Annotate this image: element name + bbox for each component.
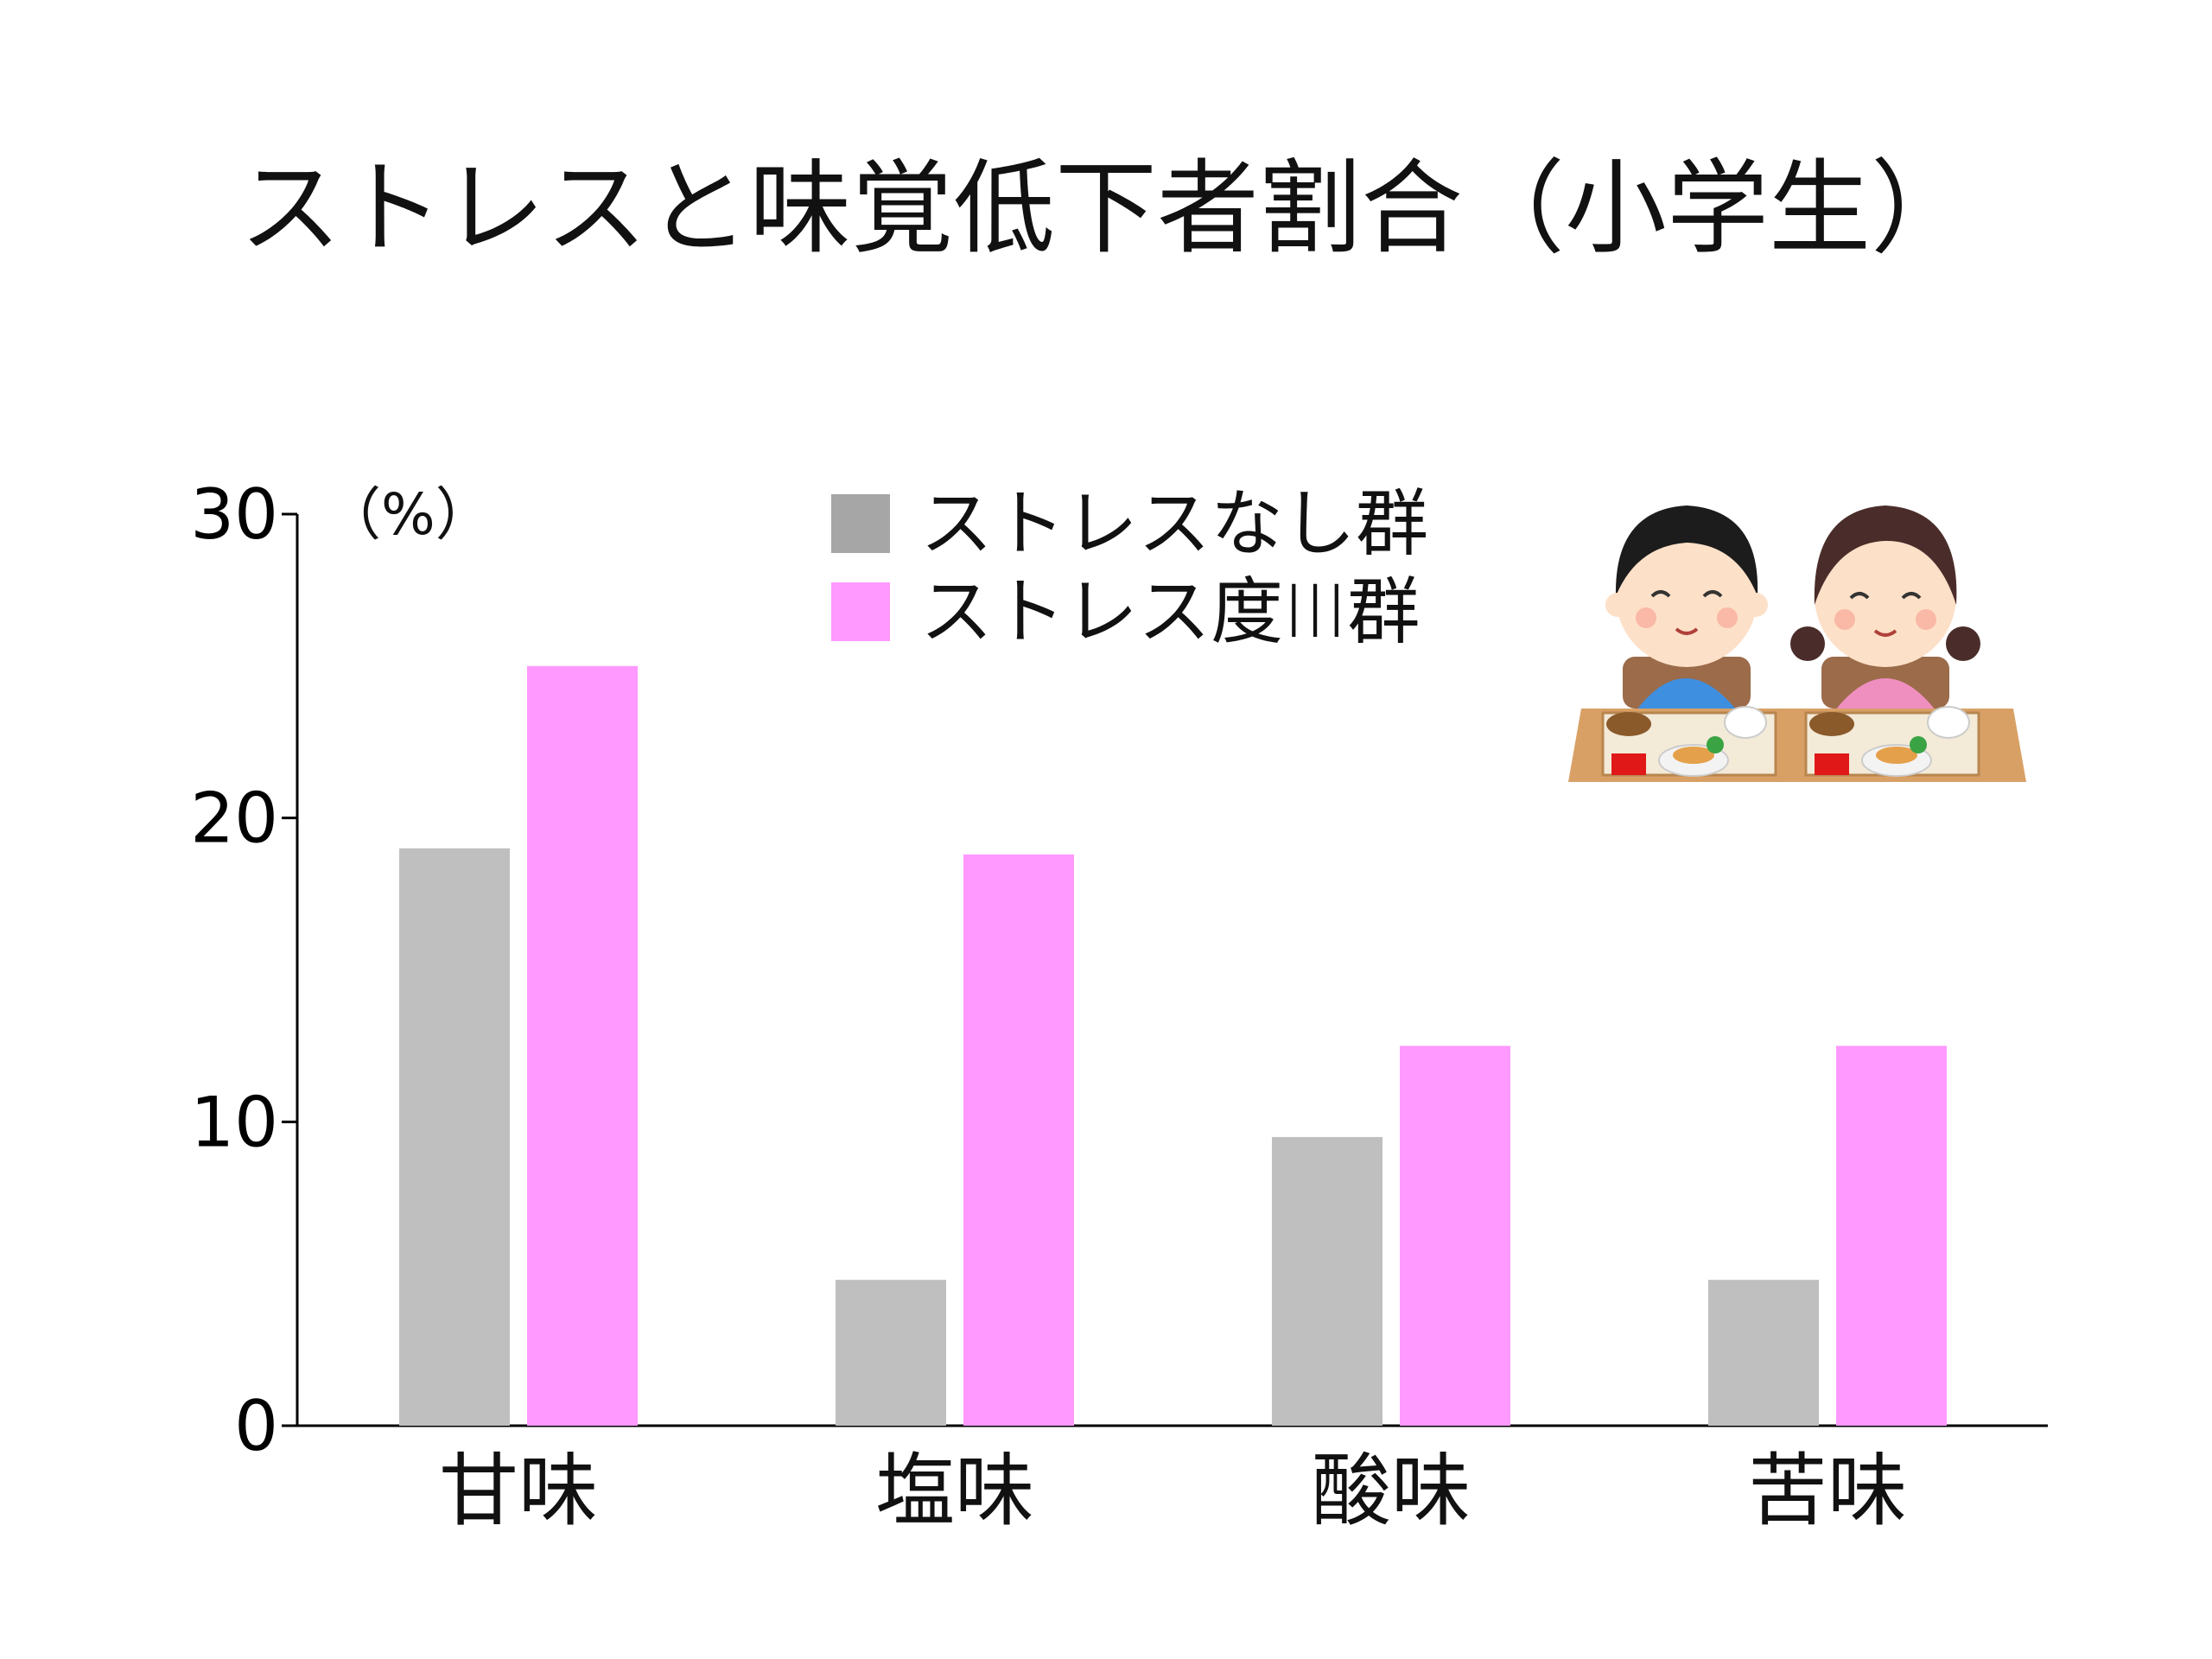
y-tick-label: 30 bbox=[190, 474, 278, 555]
legend: ストレスなし群 ストレス度III群 bbox=[831, 481, 1428, 654]
bar-no-stress-1 bbox=[399, 848, 510, 1426]
legend-label-no-stress: ストレスなし群 bbox=[920, 481, 1428, 566]
y-tick-label: 20 bbox=[190, 779, 278, 859]
y-axis-ticks: 0 10 20 30 bbox=[190, 474, 297, 1466]
x-category-label: 酸味 bbox=[1312, 1445, 1471, 1537]
legend-label-stress-3: ストレス度III群 bbox=[920, 569, 1420, 654]
y-tick-label: 10 bbox=[190, 1082, 278, 1162]
boy-icon bbox=[1605, 505, 1768, 778]
bar-no-stress-3 bbox=[1272, 1136, 1382, 1426]
x-category-label: 苦味 bbox=[1748, 1445, 1907, 1537]
legend-swatch-stress-3 bbox=[831, 582, 890, 641]
children-eating-school-lunch-icon bbox=[1568, 505, 2026, 782]
bar-stress-3-1 bbox=[527, 665, 638, 1426]
y-tick-label: 0 bbox=[234, 1386, 278, 1466]
bar-no-stress-4 bbox=[1708, 1280, 1819, 1426]
x-axis-labels: 甘味 塩味 酸味 苦味 bbox=[439, 1445, 1907, 1537]
x-category-label: 甘味 bbox=[439, 1445, 598, 1537]
bar-stress-3-4 bbox=[1836, 1046, 1947, 1426]
bar-stress-3-2 bbox=[963, 854, 1074, 1426]
bars bbox=[399, 665, 1947, 1426]
y-axis-unit-label: （%） bbox=[324, 481, 493, 548]
x-category-label: 塩味 bbox=[875, 1445, 1034, 1537]
bar-stress-3-3 bbox=[1400, 1046, 1510, 1426]
chart-title: ストレスと味覚低下者割合（小学生） bbox=[239, 149, 1973, 268]
legend-swatch-no-stress bbox=[831, 494, 890, 553]
bar-no-stress-2 bbox=[836, 1280, 946, 1426]
